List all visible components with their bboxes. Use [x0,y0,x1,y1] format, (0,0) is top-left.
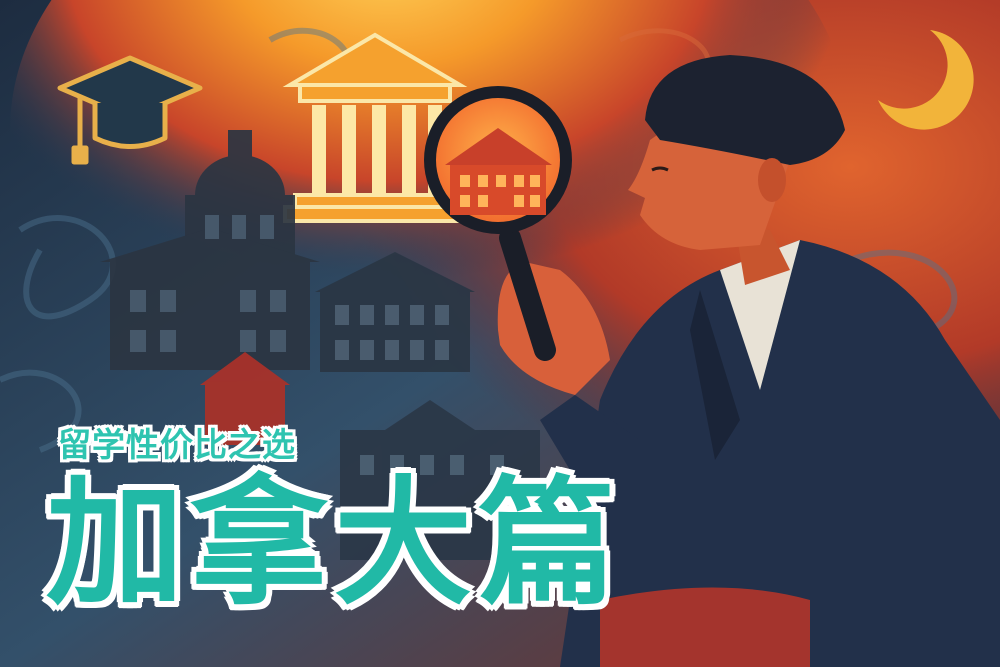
crescent-moon-icon [878,30,974,130]
graduation-cap-icon [57,55,203,165]
page-title: 加拿大篇 [46,463,623,624]
subtitle: 留学性价比之选 [58,425,296,464]
magnifying-glass-icon [424,86,572,361]
man-figure [497,55,1000,667]
